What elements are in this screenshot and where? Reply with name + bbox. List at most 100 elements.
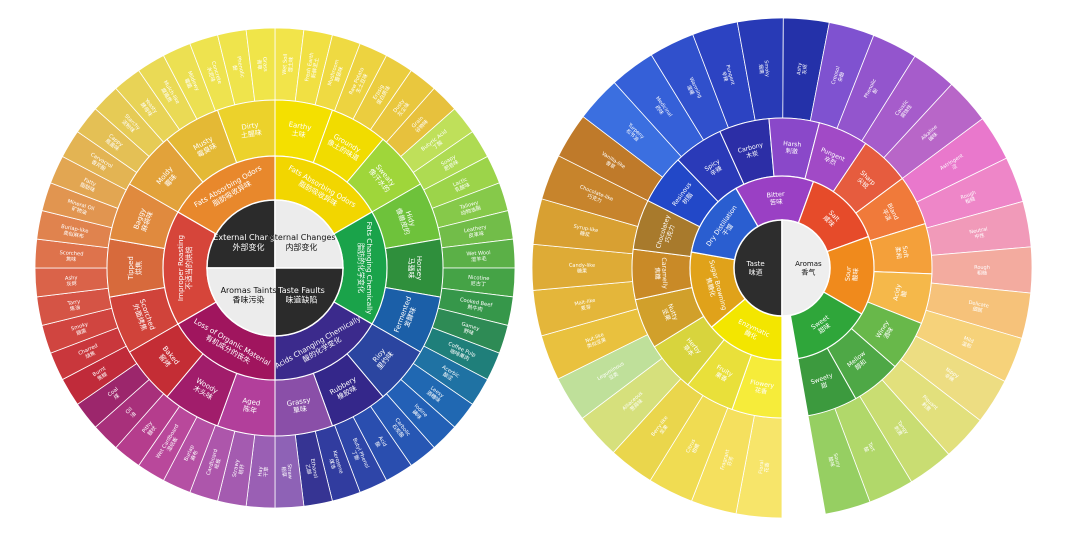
right-outer-ring-label-zh: 碱味 xyxy=(927,131,939,143)
right-outer-ring-label-en: Fragrant xyxy=(719,449,731,471)
left-core-label-en: Aromas Taints xyxy=(221,286,277,295)
left-core-label: Aromas Taints 香味污染 xyxy=(221,286,277,305)
right-third-ring-label-zh: 酸 xyxy=(899,290,908,298)
left-third-ring-label-zh: 土腥味 xyxy=(240,128,262,141)
right-outer-ring-label: Fragrant芬芳 xyxy=(719,449,736,473)
left-outer-ring-label: Cooked Beef熟牛肉 xyxy=(458,297,492,315)
right-outer-ring-label-en: Neutral xyxy=(969,226,988,235)
left-outer-ring-label-zh: 焦味 xyxy=(66,254,77,263)
right-third-ring-label-en: Soft xyxy=(901,245,910,259)
right-third-ring-label-en: Acidy xyxy=(892,283,902,301)
left-outer-ring-label-en: Wet Soil xyxy=(281,54,288,75)
left-outer-ring-label-en: Scorched xyxy=(59,250,83,257)
right-outer-ring-label-zh: 杂酚 xyxy=(836,71,846,83)
right-outer-ring-label-zh: 酚 xyxy=(871,87,880,95)
right-outer-ring-label-zh: 糖浆 xyxy=(579,229,590,238)
left-outer-ring-label: Strawy秸秆 xyxy=(231,459,246,479)
left-outer-ring-label-en: Grass xyxy=(262,57,269,72)
left-outer-ring-label-zh: 纸板 xyxy=(211,457,222,470)
right-outer-ring-label-en: Smoky xyxy=(763,60,770,77)
right-outer-ring-label-en: Rough xyxy=(974,264,990,270)
right-third-ring-label-zh: 木炭 xyxy=(745,149,759,160)
left-third-ring-label-zh: 土味 xyxy=(291,128,306,139)
right-outer-ring-label-en: Delicate xyxy=(968,299,989,309)
left-outer-ring-label: Tarry焦油 xyxy=(66,298,82,312)
right-outer-ring-label-en: Rough xyxy=(960,189,977,200)
right-third-ring-label: Harsh刺激 xyxy=(782,140,801,156)
left-second-ring-label-zh: 不适当的烘焙 xyxy=(184,246,193,289)
left-second-ring-label-en: Improper Roasting xyxy=(176,235,185,301)
left-outer-ring-label-zh: 野味 xyxy=(463,326,475,337)
right-outer-ring-label-zh: 酸 xyxy=(862,445,870,453)
left-core-segment xyxy=(274,267,344,337)
right-outer-ring-label-en: Syrup-like xyxy=(573,223,599,234)
left-third-ring-label-en: Earthy xyxy=(288,120,312,132)
left-outer-ring-label: Wet Soil湿土味 xyxy=(281,54,294,76)
left-outer-ring-label-en: Cooked Beef xyxy=(459,297,492,309)
left-core-label-en: External Changes xyxy=(213,233,284,242)
right-outer-ring-label: Ashy灰烬 xyxy=(796,62,809,75)
left-outer-ring-label: Smoky烟熏 xyxy=(70,321,90,338)
left-outer-ring-label-zh: 熟牛肉 xyxy=(467,302,484,313)
right-outer-ring-label-zh: 烟熏 xyxy=(758,64,766,75)
left-core-label-en: Taste Faults xyxy=(277,286,325,295)
left-outer-ring-label: Oil油 xyxy=(124,406,137,419)
left-outer-ring-label-en: Fatty xyxy=(83,177,97,188)
left-outer-ring-label-zh: 酚 xyxy=(231,65,240,72)
left-third-ring-label: Earthy土味 xyxy=(287,120,312,140)
right-third-ring-label-zh: 柔和 xyxy=(894,246,904,259)
left-core-label: Internal Changes 内部变化 xyxy=(267,233,335,252)
right-outer-ring-label-zh: 香草 xyxy=(605,159,617,170)
left-outer-ring-label-zh: 青草 xyxy=(256,59,265,70)
left-core-label: Taste Faults 味道缺陷 xyxy=(277,286,325,305)
right-core-label: Taste 味道 xyxy=(746,260,765,276)
left-outer-ring-label: Straw稻草 xyxy=(280,464,293,480)
left-third-ring-label: Grassy草味 xyxy=(286,396,312,416)
right-outer-ring-label-zh: 花香 xyxy=(763,462,771,473)
right-outer-ring-label-en: Ashy xyxy=(796,62,803,75)
left-core-label: External Changes 外部变化 xyxy=(213,233,284,252)
left-outer-ring-label: Hay干草 xyxy=(257,466,270,477)
right-second-ring-label-zh: 苦味 xyxy=(769,197,783,207)
left-outer-ring-label-zh: 酸 xyxy=(374,440,384,449)
right-third-ring-label: Soft柔和 xyxy=(894,245,910,260)
right-second-ring-label-en: Sour xyxy=(844,266,853,282)
right-outer-ring-label-zh: 豆类 xyxy=(607,370,619,381)
right-third-ring-label-zh: 甜 xyxy=(820,381,829,391)
left-outer-ring-label-zh: 类似麻布 xyxy=(63,228,85,240)
right-outer-ring-label-en: Floral xyxy=(758,460,765,474)
left-outer-ring-label: Leathery皮革味 xyxy=(463,224,488,240)
left-outer-ring-label-zh: 皮革味 xyxy=(468,228,485,239)
left-outer-ring-label: Nicotine尼古丁 xyxy=(468,274,490,287)
left-third-ring-label: Horsey马骚味 xyxy=(407,256,423,281)
left-outer-ring-label-zh: 湿土味 xyxy=(285,57,294,73)
left-second-ring-label: Fats Changing Chemically脂肪的化学变化 xyxy=(357,222,374,316)
right-third-ring-label-zh: 平淡 xyxy=(880,208,892,222)
right-outer-ring-label: Mild温和 xyxy=(961,335,975,350)
left-outer-ring-label-zh: 新鲜泥土 xyxy=(309,57,321,79)
left-outer-ring-label-zh: 煤油 xyxy=(328,457,339,469)
left-third-ring-label: Dirty土腥味 xyxy=(239,121,262,140)
left-third-ring-label: Aged陈年 xyxy=(240,397,260,416)
right-third-ring-label-en: Flowery xyxy=(750,379,775,390)
left-outer-ring-label-en: Wet Wool xyxy=(466,250,491,257)
left-outer-ring-label-zh: 灰烬 xyxy=(66,279,78,288)
right-outer-ring-label-zh: 酸味 xyxy=(827,456,836,468)
left-outer-ring-label-en: Leathery xyxy=(463,224,487,234)
left-outer-ring-label-zh: 焦油 xyxy=(69,302,81,312)
left-outer-ring-label: Burlap-like类似麻布 xyxy=(60,223,89,240)
right-outer-ring-label-zh: 粗糙 xyxy=(964,195,976,205)
right-flavor-wheel: Floral花香Fragrant芬芳Citrus柑橘Berry-like浆果Al… xyxy=(531,17,1033,519)
right-outer-ring-label: Malt-like麦芽 xyxy=(574,297,597,312)
left-outer-ring-label-zh: 烟熏 xyxy=(75,326,87,337)
left-outer-ring-label-en: Ashy xyxy=(65,275,78,282)
left-outer-ring-label-en: Straw xyxy=(286,464,293,480)
left-outer-ring-label: Fresh Earth新鲜泥土 xyxy=(304,52,321,83)
left-core-label-zh: 香味污染 xyxy=(233,294,265,304)
right-core-label-zh: 香气 xyxy=(801,268,815,277)
left-outer-ring-label-zh: 干草 xyxy=(261,466,270,477)
left-third-ring-label-zh: 马骚味 xyxy=(407,258,416,279)
right-third-ring-label-en: Harsh xyxy=(783,140,802,148)
right-second-ring-label: Bitter苦味 xyxy=(766,190,786,207)
left-third-ring-label-en: Tipped xyxy=(127,256,135,281)
